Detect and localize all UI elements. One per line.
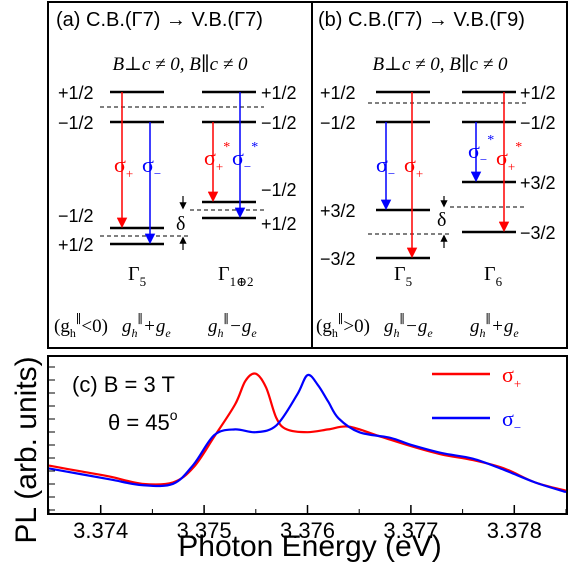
label-b-right-up-top: +1/2 xyxy=(520,83,556,103)
label-b-sigma-minus: σ− xyxy=(376,152,395,181)
x-tick-label: 3.375 xyxy=(177,518,232,543)
x-tick-label: 3.378 xyxy=(487,518,542,543)
delta-a: δ xyxy=(176,213,185,235)
label-b-sigma-minus-star: σ−* xyxy=(468,133,494,167)
g-condition-b: (gh∥>0) xyxy=(316,312,370,340)
g-condition-a: (gh∥<0) xyxy=(54,312,108,340)
label-b-right-low-top: +3/2 xyxy=(520,173,556,193)
label-b-right-low-bottom: −3/2 xyxy=(520,223,556,243)
g-left-a: gh∥+ge xyxy=(122,312,171,340)
legend-label-sigma-minus: σ− xyxy=(502,406,521,435)
label-a-right-low-bottom: +1/2 xyxy=(261,214,297,234)
label-a-up-bottom: −1/2 xyxy=(58,113,94,133)
x-tick-label: 3.374 xyxy=(73,518,128,543)
g-left-b: gh∥−ge xyxy=(384,312,433,340)
label-b-sigma-plus-star: σ+* xyxy=(496,140,522,174)
label-b-up-top: +1/2 xyxy=(320,83,356,103)
label-a-sigma-plus-star: σ+* xyxy=(204,140,230,174)
label-b-sigma-plus: σ+ xyxy=(404,152,423,181)
plot-frame xyxy=(47,355,568,515)
panel-b-condition: B⊥c ≠ 0, B∥c ≠ 0 xyxy=(372,54,508,75)
label-a-sigma-minus: σ− xyxy=(142,152,161,181)
panel-c-label: (c) B = 3 T xyxy=(72,372,175,397)
label-a-sigma-minus-star: σ−* xyxy=(232,140,258,174)
label-b-low-top: +3/2 xyxy=(320,201,356,221)
x-tick-label: 3.376 xyxy=(280,518,335,543)
label-b-right-up-bottom: −1/2 xyxy=(520,113,556,133)
label-a-sigma-plus: σ+ xyxy=(114,152,133,181)
label-a-low-bottom: +1/2 xyxy=(58,235,94,255)
label-a-right-up-top: +1/2 xyxy=(261,83,297,103)
sym-a-left: Γ5 xyxy=(128,263,146,289)
panel-c-angle: θ = 45o xyxy=(108,407,178,435)
sym-b-right: Γ6 xyxy=(484,263,503,289)
label-b-low-bottom: −3/2 xyxy=(320,249,356,269)
panel-a-label: (a) C.B.(Γ7) → V.B.(Γ7) xyxy=(56,9,263,31)
label-b-up-bottom: −1/2 xyxy=(320,113,356,133)
sym-b-left: Γ5 xyxy=(394,263,412,289)
y-ticks xyxy=(49,366,55,511)
delta-b: δ xyxy=(437,209,446,231)
label-a-up-top: +1/2 xyxy=(58,83,94,103)
y-axis-label: PL (arb. units) xyxy=(10,356,43,543)
x-tick-label: 3.377 xyxy=(383,518,438,543)
g-right-b: gh∥+ge xyxy=(470,312,519,340)
series-sigma-plus-line xyxy=(48,372,567,492)
sym-a-right: Γ1⊕2 xyxy=(218,263,253,289)
panel-a-condition: B⊥c ≠ 0, B∥c ≠ 0 xyxy=(112,54,248,75)
series-group xyxy=(48,372,567,494)
x-axis-label: Photon Energy (eV) xyxy=(178,530,441,563)
label-a-right-low-top: −1/2 xyxy=(261,180,297,200)
g-right-a: gh∥−ge xyxy=(208,312,257,340)
panel-b-label: (b) C.B.(Γ7) → V.B.(Γ9) xyxy=(318,9,525,31)
series-sigma-minus-line xyxy=(48,373,567,494)
label-a-low-top: −1/2 xyxy=(58,206,94,226)
legend-label-sigma-plus: σ+ xyxy=(502,362,521,391)
label-a-right-up-bottom: −1/2 xyxy=(261,113,297,133)
panel-b-frame xyxy=(311,1,568,349)
x-ticks: 3.374 3.375 3.376 3.377 3.378 xyxy=(48,505,567,543)
